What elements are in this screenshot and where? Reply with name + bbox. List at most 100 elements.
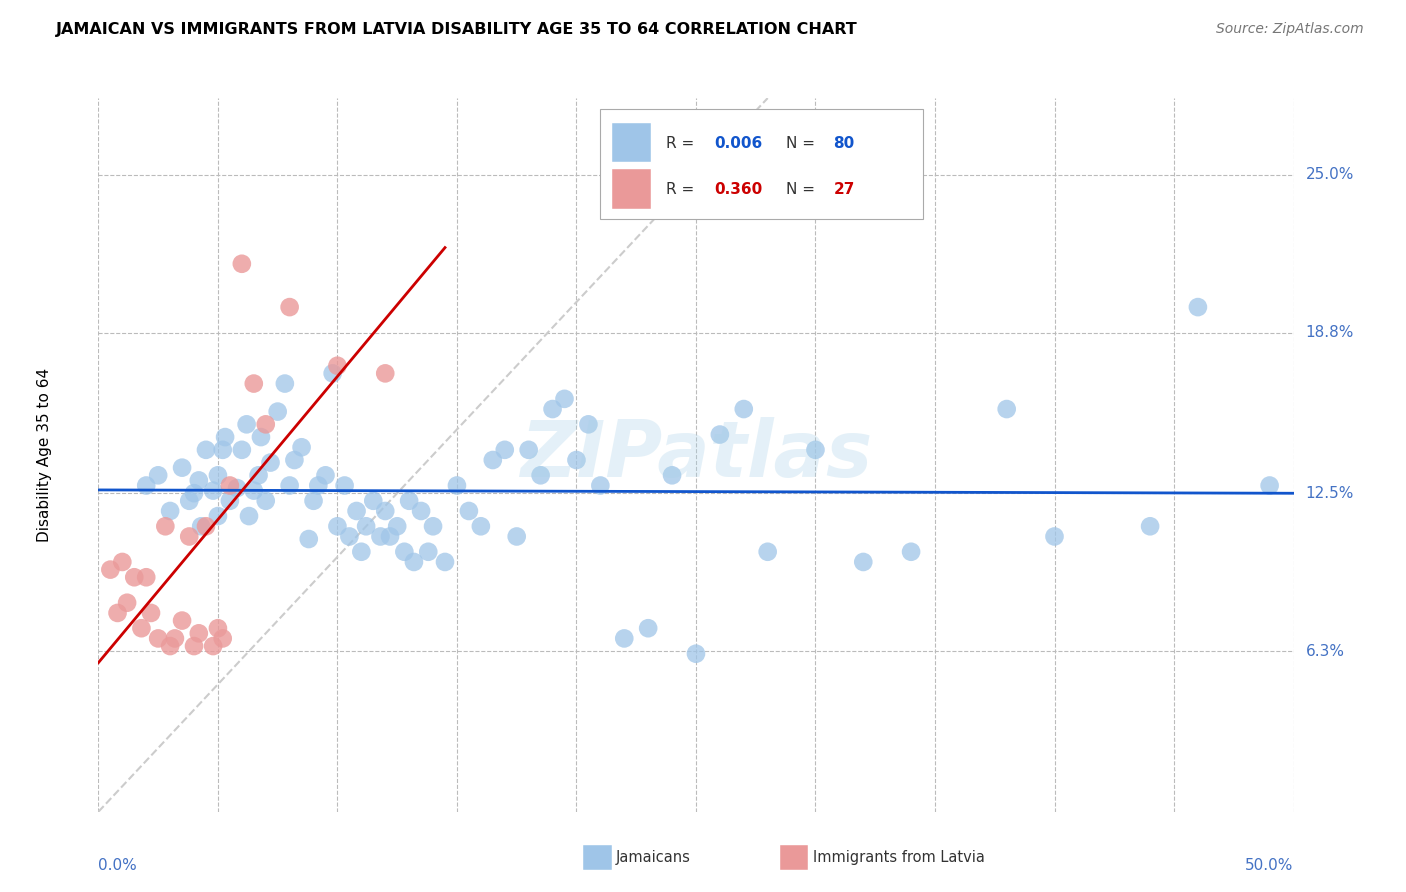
Text: 27: 27 [834, 182, 855, 197]
Point [481, 453, 505, 467]
Point [589, 478, 612, 492]
Text: 0.006: 0.006 [714, 136, 762, 151]
Point [283, 453, 305, 467]
Point [350, 545, 373, 559]
Point [418, 545, 440, 559]
Point [637, 621, 659, 635]
Point [207, 621, 229, 635]
Point [148, 468, 170, 483]
Point [243, 376, 266, 391]
FancyBboxPatch shape [612, 123, 651, 162]
Text: N =: N = [786, 182, 820, 197]
Point [139, 606, 162, 620]
Point [446, 478, 468, 492]
Point [900, 545, 922, 559]
Point [433, 555, 456, 569]
Point [422, 519, 444, 533]
Point [685, 647, 707, 661]
Point [107, 606, 129, 620]
Point [302, 493, 325, 508]
Point [235, 417, 257, 432]
Point [398, 493, 420, 508]
Text: Source: ZipAtlas.com: Source: ZipAtlas.com [1216, 22, 1364, 37]
Point [370, 529, 392, 543]
Point [661, 468, 683, 483]
Text: 25.0%: 25.0% [1305, 167, 1354, 182]
Text: 6.3%: 6.3% [1305, 644, 1344, 658]
Text: 50.0%: 50.0% [1246, 857, 1294, 872]
Point [363, 493, 385, 508]
Point [852, 555, 875, 569]
Point [709, 427, 731, 442]
Point [219, 493, 242, 508]
Point [529, 468, 551, 483]
Point [207, 468, 229, 483]
Point [194, 519, 217, 533]
Point [148, 632, 170, 646]
Point [733, 402, 755, 417]
Point [124, 570, 146, 584]
Point [470, 519, 492, 533]
Point [179, 529, 201, 543]
Text: R =: R = [666, 182, 699, 197]
Point [179, 493, 201, 508]
Point [576, 417, 599, 432]
Text: N =: N = [786, 136, 820, 151]
Point [326, 359, 349, 373]
Point [250, 430, 273, 444]
Point [155, 519, 177, 533]
Point [231, 442, 253, 457]
Text: 12.5%: 12.5% [1305, 485, 1354, 500]
Point [211, 632, 233, 646]
Text: R =: R = [666, 136, 699, 151]
Point [202, 483, 225, 498]
Point [202, 639, 225, 653]
Point [374, 504, 396, 518]
Point [298, 532, 321, 546]
Point [307, 478, 329, 492]
Point [159, 639, 181, 653]
Point [411, 504, 433, 518]
Point [172, 460, 194, 475]
Point [374, 367, 396, 381]
Point [402, 555, 425, 569]
Text: 0.360: 0.360 [714, 182, 762, 197]
Point [254, 417, 277, 432]
Point [231, 257, 253, 271]
Point [226, 481, 249, 495]
Text: Immigrants from Latvia: Immigrants from Latvia [813, 850, 984, 864]
Text: Jamaicans: Jamaicans [616, 850, 690, 864]
Point [111, 555, 134, 569]
Point [756, 545, 779, 559]
Point [194, 442, 217, 457]
Point [172, 614, 194, 628]
Text: 0.0%: 0.0% [98, 857, 138, 872]
Point [613, 632, 636, 646]
Point [333, 478, 356, 492]
Point [190, 519, 212, 533]
Point [1139, 519, 1161, 533]
Point [385, 519, 409, 533]
Point [1187, 300, 1209, 314]
Point [163, 632, 186, 646]
Point [565, 453, 588, 467]
Point [159, 504, 181, 518]
Point [1043, 529, 1066, 543]
Point [337, 529, 360, 543]
Point [290, 440, 312, 454]
Point [187, 474, 209, 488]
Text: 18.8%: 18.8% [1305, 325, 1354, 340]
Text: 80: 80 [834, 136, 855, 151]
Text: Disability Age 35 to 64: Disability Age 35 to 64 [37, 368, 52, 542]
Point [554, 392, 576, 406]
Point [394, 545, 416, 559]
Point [322, 367, 344, 381]
Point [115, 596, 138, 610]
Point [378, 529, 401, 543]
Point [183, 639, 205, 653]
Point [278, 300, 301, 314]
Point [187, 626, 209, 640]
Text: ZIPatlas: ZIPatlas [520, 417, 872, 493]
Point [211, 442, 233, 457]
FancyBboxPatch shape [612, 169, 651, 209]
